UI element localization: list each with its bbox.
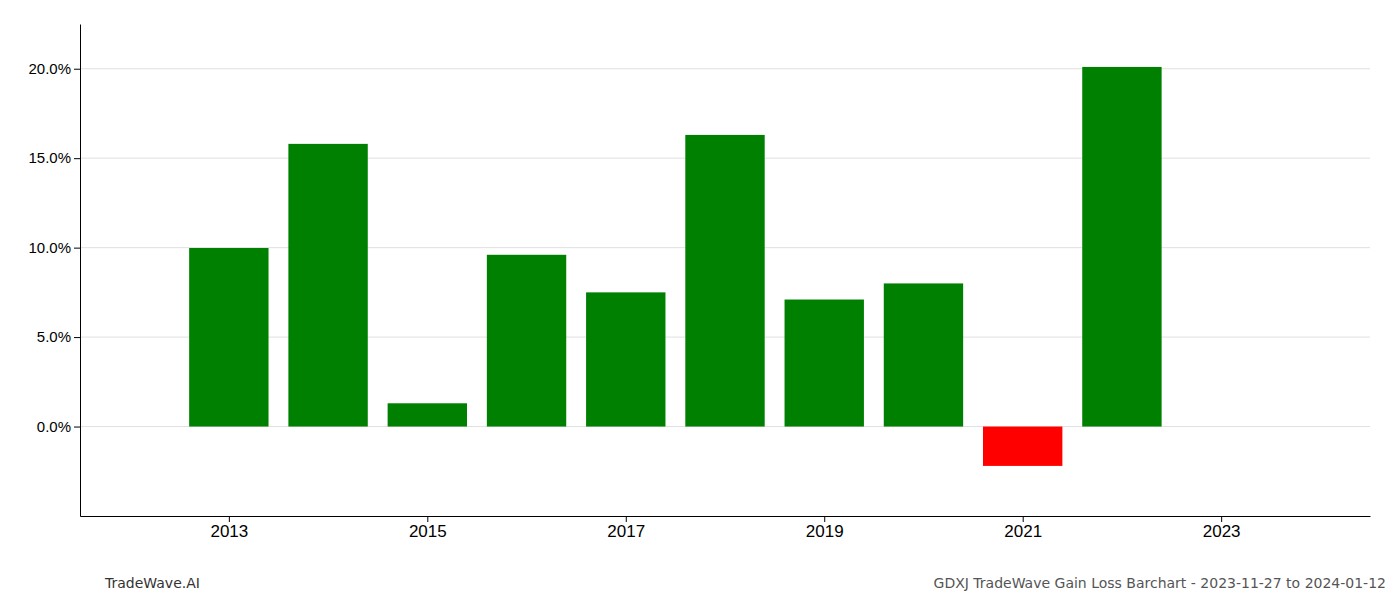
- y-tick-mark: [74, 427, 80, 428]
- y-tick-label: 20.0%: [28, 60, 71, 77]
- y-tick-mark: [74, 158, 80, 159]
- x-tick: 2017: [607, 516, 645, 541]
- bars: [189, 67, 1161, 466]
- x-tick-label: 2015: [409, 522, 447, 541]
- bar: [685, 135, 764, 427]
- y-axis: 0.0% 5.0% 10.0% 15.0% 20.0%: [28, 25, 80, 517]
- x-tick-label: 2019: [806, 522, 844, 541]
- footer-right: GDXJ TradeWave Gain Loss Barchart - 2023…: [934, 575, 1386, 591]
- x-axis-line: [81, 516, 1371, 517]
- grid-line: [80, 68, 1370, 69]
- y-tick: 20.0%: [28, 60, 80, 77]
- x-tick: 2013: [210, 516, 248, 541]
- y-tick-label: 0.0%: [37, 418, 71, 435]
- bar: [1082, 67, 1161, 427]
- y-tick-mark: [74, 69, 80, 70]
- bar: [288, 144, 367, 427]
- x-tick: 2015: [409, 516, 447, 541]
- bar: [487, 255, 566, 427]
- x-tick-label: 2017: [607, 522, 645, 541]
- y-axis-line: [80, 25, 81, 517]
- x-tick: 2023: [1203, 516, 1241, 541]
- footer-left: TradeWave.AI: [104, 575, 200, 591]
- x-tick: 2019: [806, 516, 844, 541]
- x-axis: 2013 2015 2017 2019 2021 2023: [81, 516, 1371, 541]
- x-tick: 2021: [1004, 516, 1042, 541]
- y-tick-label: 10.0%: [28, 239, 71, 256]
- y-tick: 5.0%: [37, 328, 80, 345]
- y-tick-label: 5.0%: [37, 328, 71, 345]
- bar: [983, 427, 1062, 466]
- plot: 0.0%5.0%10.0%15.0%20.0%20132015201720192…: [28, 25, 1370, 542]
- bar: [586, 292, 665, 426]
- y-tick-mark: [74, 337, 80, 338]
- y-tick: 0.0%: [37, 418, 80, 435]
- grid: [80, 69, 1370, 427]
- bar: [884, 283, 963, 426]
- y-tick-mark: [74, 248, 80, 249]
- bar: [388, 403, 467, 426]
- y-tick: 15.0%: [28, 149, 80, 166]
- y-tick-label: 15.0%: [28, 149, 71, 166]
- x-tick-label: 2013: [210, 522, 248, 541]
- x-tick-label: 2023: [1203, 522, 1241, 541]
- chart: 0.0%5.0%10.0%15.0%20.0%20132015201720192…: [0, 0, 1400, 600]
- bar: [785, 300, 864, 427]
- y-tick: 10.0%: [28, 239, 80, 256]
- bar: [189, 248, 268, 427]
- x-tick-label: 2021: [1004, 522, 1042, 541]
